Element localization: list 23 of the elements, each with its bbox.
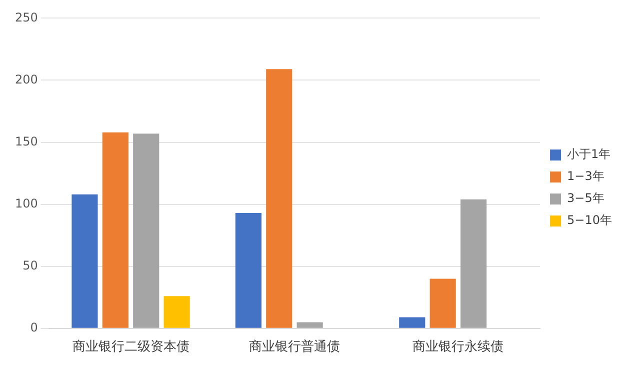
y-tick-label: 250: [15, 10, 38, 24]
bar: [133, 134, 160, 328]
legend-label: 小于1年: [567, 147, 611, 162]
x-tick-label: 商业银行二级资本债: [72, 340, 190, 355]
x-tick-label: 商业银行普通债: [248, 338, 340, 355]
y-tick-label: 50: [22, 258, 38, 272]
legend-label: 3−5年: [567, 191, 604, 206]
bar: [460, 199, 487, 328]
y-tick-label: 200: [15, 72, 38, 86]
bar: [72, 194, 98, 328]
bar: [296, 322, 323, 328]
bar: [266, 69, 292, 328]
bar: [430, 278, 456, 328]
bar: [399, 317, 426, 328]
legend-label: 5−10年: [567, 213, 612, 228]
y-tick-label: 100: [15, 196, 38, 210]
bar: [164, 296, 190, 328]
bar: [102, 132, 128, 328]
x-tick-label: 商业银行永续债: [412, 338, 504, 355]
y-tick-label: 0: [30, 320, 38, 335]
legend-label: 1−3年: [567, 169, 604, 184]
bar: [235, 213, 262, 328]
y-tick-label: 150: [15, 134, 38, 148]
